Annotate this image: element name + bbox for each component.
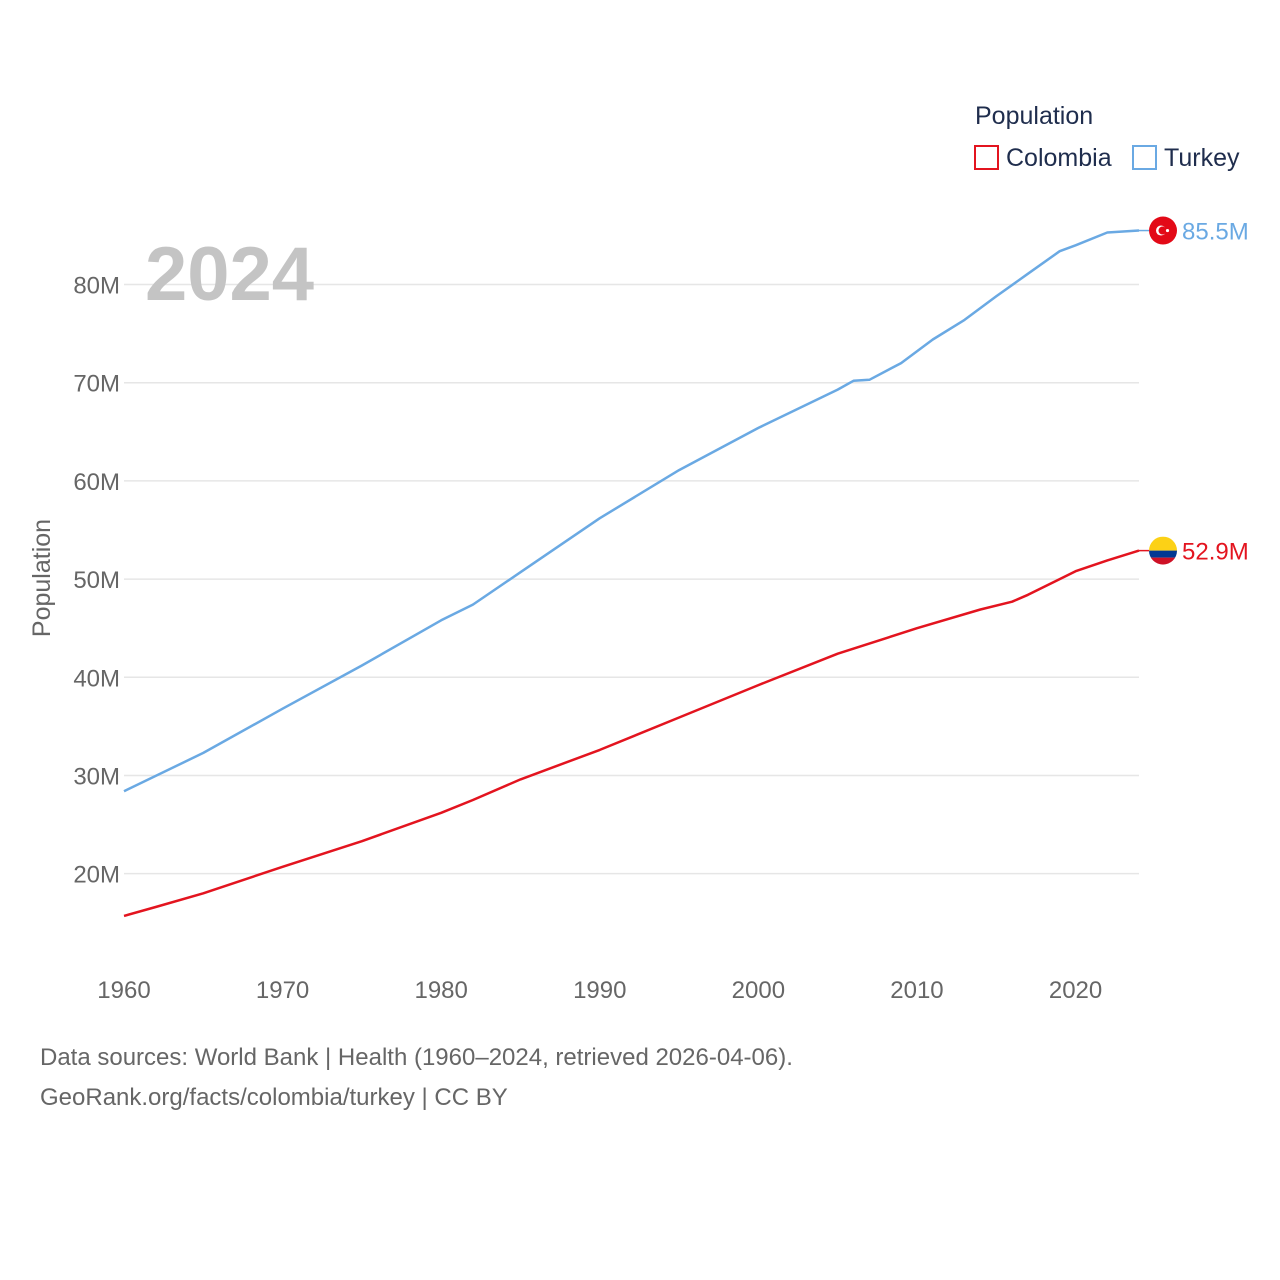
footer-attribution[interactable]: GeoRank.org/facts/colombia/turkey | CC B… (40, 1084, 508, 1111)
y-tick-label: 40M (73, 665, 120, 692)
y-axis-ticks: 20M 30M 40M 50M 60M 70M 80M (73, 273, 120, 889)
x-tick-label: 1980 (414, 977, 467, 1004)
x-axis-ticks: 1960 1970 1980 1990 2000 2010 2020 (97, 977, 1102, 1004)
current-year-label: 2024 (145, 232, 314, 317)
legend-title: Population (975, 102, 1093, 130)
x-tick-label: 1960 (97, 977, 150, 1004)
y-tick-label: 60M (73, 469, 120, 496)
legend-label-turkey: Turkey (1164, 144, 1240, 172)
colombia-flag-icon (1149, 536, 1177, 565)
series-lines (123, 229, 1140, 918)
y-tick-label: 50M (73, 567, 120, 594)
turkey-flag-icon (1149, 216, 1177, 245)
series-line-turkey (123, 229, 1140, 793)
gridlines (124, 283, 1139, 875)
y-axis-title: Population (28, 519, 56, 637)
y-tick-label: 20M (73, 862, 120, 889)
legend: Population Colombia Turkey (974, 102, 1240, 172)
end-value-label-turkey: 85.5M (1182, 219, 1249, 246)
end-markers: 52.9M 85.5M (1139, 216, 1249, 566)
footer-sources: Data sources: World Bank | Health (1960–… (40, 1044, 793, 1071)
y-tick-label: 70M (73, 371, 120, 398)
legend-label-colombia: Colombia (1006, 144, 1112, 172)
series-line-colombia (123, 549, 1140, 918)
y-tick-label: 30M (73, 763, 120, 790)
y-tick-label: 80M (73, 273, 120, 300)
x-tick-label: 2010 (890, 977, 943, 1004)
x-tick-label: 2000 (732, 977, 785, 1004)
x-tick-label: 1970 (256, 977, 309, 1004)
legend-swatch-colombia (974, 145, 999, 170)
x-tick-label: 1990 (573, 977, 626, 1004)
x-tick-label: 2020 (1049, 977, 1102, 1004)
legend-swatch-turkey (1132, 145, 1157, 170)
end-value-label-colombia: 52.9M (1182, 539, 1249, 566)
